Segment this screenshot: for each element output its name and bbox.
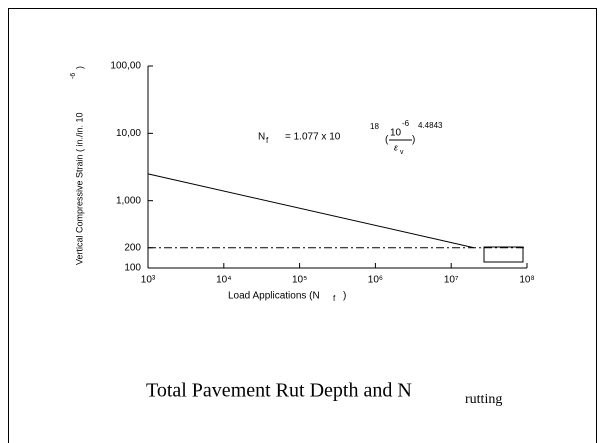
x-tick-label: 10³: [141, 275, 156, 286]
x-tick-label: 10⁷: [444, 275, 459, 286]
x-axis-label-sub: f: [333, 294, 336, 303]
formula-n-sub: f: [266, 136, 269, 145]
formula-exp: 4.4843: [418, 121, 443, 130]
y-tick-label: 100,00: [110, 61, 141, 72]
series-line: [147, 173, 475, 249]
range-box: [483, 246, 524, 263]
formula-n: N: [258, 132, 265, 143]
caption: Total Pavement Rut Depth and N: [146, 380, 412, 402]
formula-rhs: = 1.077 x 10: [285, 132, 341, 143]
formula-rhs-sup: 18: [370, 122, 379, 131]
y-tick-label: 200: [124, 242, 141, 253]
caption-sub: rutting: [465, 392, 502, 407]
formula-num: 10: [390, 128, 402, 139]
x-axis-label: Load Applications (N: [228, 291, 320, 302]
y-tick-label: 1,000: [116, 195, 141, 206]
x-axis-label-end: ): [343, 291, 346, 302]
paren-open: (: [385, 135, 389, 146]
formula-num-sup: -6: [402, 119, 410, 128]
formula: N f = 1.077 x 10 18 ( 10 -6 ε v ) 4.4843: [258, 119, 443, 156]
formula-den: ε: [394, 142, 399, 152]
y-axis-label: Vertical Compressive Strain ( in./in. 10: [74, 112, 84, 265]
paren-close: ): [412, 135, 415, 146]
y-tick-label: 10,00: [116, 128, 141, 139]
x-tick-label: 10⁶: [368, 275, 383, 286]
y-axis-label-sup: -6: [70, 73, 77, 79]
y-axis-label-group: Vertical Compressive Strain ( in./in. 10…: [70, 66, 85, 265]
x-tick-label: 10⁴: [216, 275, 231, 286]
formula-den-sub: v: [400, 149, 404, 156]
y-axis-label-end: ): [74, 66, 84, 69]
x-tick-label: 10⁵: [292, 275, 307, 286]
slide-border: [8, 8, 597, 443]
x-tick-label: 10⁸: [519, 275, 534, 286]
y-tick-label: 100: [124, 263, 141, 274]
